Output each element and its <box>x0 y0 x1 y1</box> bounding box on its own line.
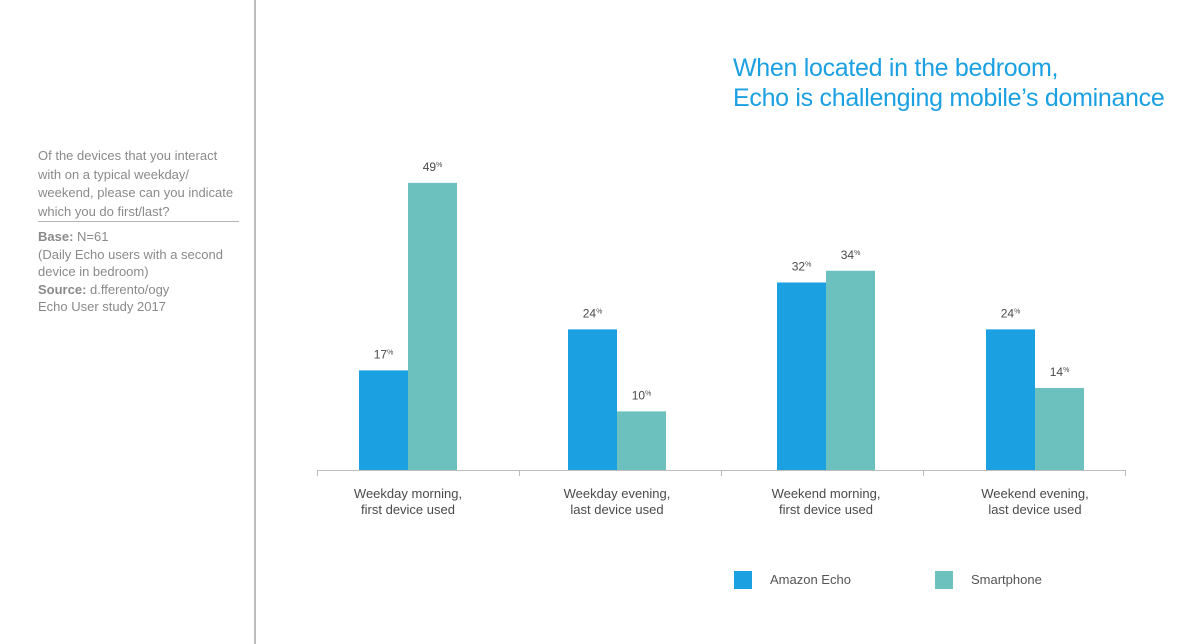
bar-smartphone <box>408 182 457 471</box>
sidebar-divider <box>38 221 239 222</box>
data-label-suffix: % <box>596 308 602 315</box>
x-tick-label: Weekday morning, first device used <box>308 486 508 518</box>
legend-label-smartphone: Smartphone <box>971 572 1042 587</box>
bar-amazon-echo <box>777 282 826 470</box>
data-label-suffix: % <box>805 261 811 268</box>
survey-question: Of the devices that you interact with on… <box>38 148 234 219</box>
base-note: (Daily Echo users with a second device i… <box>38 246 223 280</box>
data-label: 14% <box>1050 365 1070 379</box>
data-label: 24% <box>1001 306 1021 320</box>
source-label: Source: <box>38 281 87 297</box>
bar-smartphone <box>1035 387 1084 470</box>
x-tick-label-line: first device used <box>779 502 873 517</box>
legend-label-amazon-echo: Amazon Echo <box>770 572 851 587</box>
bar-amazon-echo <box>359 370 408 470</box>
data-label-suffix: % <box>387 349 393 356</box>
x-tick-label: Weekday evening, last device used <box>517 486 717 518</box>
data-label-value: 49 <box>423 160 437 174</box>
data-label-value: 24 <box>1001 306 1015 320</box>
bar-smartphone <box>826 270 875 470</box>
data-label-suffix: % <box>645 390 651 397</box>
sidebar-notes: Base: N=61 (Daily Echo users with a seco… <box>38 228 243 316</box>
x-tick-label: Weekend morning, first device used <box>726 486 926 518</box>
sidebar-panel: Of the devices that you interact with on… <box>0 0 256 644</box>
data-label-value: 17 <box>374 347 388 361</box>
x-tick-label-line: last device used <box>988 502 1082 517</box>
data-label-suffix: % <box>1063 367 1069 374</box>
bar-amazon-echo <box>986 329 1035 470</box>
data-label: 49% <box>423 160 443 174</box>
chart-title: When located in the bedroom, Echo is cha… <box>733 53 1193 113</box>
x-tick-label-line: last device used <box>570 502 664 517</box>
x-tick-label-line: Weekday evening, <box>563 486 671 501</box>
source-note: Echo User study 2017 <box>38 299 166 315</box>
legend-swatch-amazon-echo <box>734 571 752 589</box>
x-tick-label-line: Weekday morning, <box>353 486 463 501</box>
data-label: 34% <box>841 248 861 262</box>
data-label-value: 14 <box>1050 365 1064 379</box>
chart-title-line-2: Echo is challenging mobile’s dominance <box>733 84 1165 112</box>
x-tick-label-line: Weekend morning, <box>771 486 881 501</box>
x-tick-label: Weekend evening, last device used <box>935 486 1135 518</box>
data-label-value: 10 <box>632 388 646 402</box>
data-label-value: 32 <box>792 259 806 273</box>
data-label-value: 24 <box>583 306 597 320</box>
base-label: Base: <box>38 229 74 244</box>
data-label-suffix: % <box>1014 308 1020 315</box>
x-tick-label-line: Weekend evening, <box>981 486 1089 501</box>
x-tick-label-line: first device used <box>361 502 455 517</box>
data-label: 17% <box>374 347 394 361</box>
bar-amazon-echo <box>568 329 617 470</box>
data-label: 24% <box>583 306 603 320</box>
legend-swatch-smartphone <box>935 571 953 589</box>
base-value: N=61 <box>77 229 109 244</box>
source-value: d.fferento/ogy <box>90 281 170 297</box>
data-label-suffix: % <box>854 250 860 257</box>
data-label-value: 34 <box>841 248 855 262</box>
data-label: 32% <box>792 259 812 273</box>
chart-title-line-1: When located in the bedroom, <box>733 54 1059 82</box>
data-label-suffix: % <box>436 162 442 169</box>
bar-smartphone <box>617 411 666 470</box>
data-label: 10% <box>632 388 652 402</box>
